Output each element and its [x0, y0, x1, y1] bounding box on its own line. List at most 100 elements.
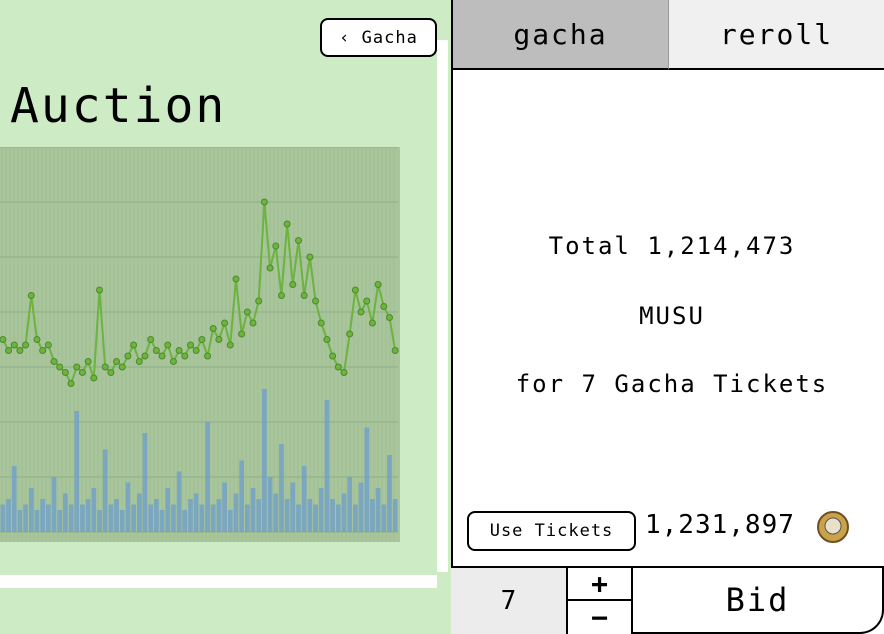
price-point	[221, 319, 229, 327]
price-point	[340, 369, 348, 376]
price-point	[277, 292, 285, 299]
volume-bar	[131, 504, 136, 532]
price-point	[215, 336, 223, 343]
price-point	[169, 358, 177, 365]
volume-bar	[125, 482, 131, 532]
panel-title: Auction	[10, 78, 227, 134]
volume-bar	[233, 493, 239, 532]
summary-text: for 7 Gacha Tickets	[515, 370, 829, 398]
price-point	[181, 352, 189, 360]
price-point	[266, 264, 274, 272]
price-point	[135, 358, 143, 365]
decrement-button[interactable]: −	[566, 601, 633, 634]
volume-bar	[142, 433, 148, 532]
volume-bar	[17, 510, 23, 532]
volume-bar	[102, 449, 108, 532]
volume-bar	[159, 510, 165, 532]
bid-button[interactable]: Bid	[633, 568, 884, 634]
volume-bar	[330, 499, 335, 532]
price-point	[50, 358, 58, 365]
tab[interactable]: reroll	[668, 0, 884, 70]
volume-bar	[324, 400, 330, 532]
price-point	[175, 347, 183, 354]
price-point	[357, 308, 365, 316]
coin-icon	[817, 511, 849, 543]
volume-bar	[80, 504, 85, 532]
volume-bar	[28, 488, 34, 532]
volume-bar	[165, 488, 171, 532]
volume-bar	[358, 482, 364, 532]
volume-bar	[210, 504, 216, 532]
volume-bar	[227, 510, 233, 532]
price-point	[107, 369, 115, 376]
volume-bar	[68, 504, 74, 532]
price-point	[78, 369, 86, 376]
price-point	[27, 292, 35, 299]
use-tickets-button[interactable]: Use Tickets	[467, 511, 636, 551]
price-point	[10, 341, 18, 349]
price-point	[152, 347, 160, 354]
price-point	[312, 297, 320, 305]
price-point	[380, 303, 388, 310]
volume-bar	[57, 510, 63, 532]
volume-bar	[290, 482, 296, 532]
price-point	[306, 253, 314, 261]
volume-bar	[341, 493, 347, 532]
price-point	[226, 341, 234, 349]
volume-bar	[381, 504, 387, 532]
price-point	[238, 330, 246, 338]
price-point	[5, 347, 13, 354]
volume-bar	[45, 504, 51, 532]
price-point	[323, 336, 331, 343]
volume-bar	[250, 488, 256, 532]
quantity: 7	[451, 568, 566, 634]
price-point	[391, 347, 399, 354]
summary-text: Total 1,214,473	[548, 232, 796, 260]
volume-bar	[216, 499, 222, 532]
price-point	[346, 330, 354, 338]
volume-bar	[91, 488, 97, 532]
vertical-scrollbar[interactable]	[437, 40, 448, 572]
price-point	[113, 358, 121, 365]
tab[interactable]: gacha	[451, 0, 668, 70]
volume-bar	[370, 499, 375, 532]
volume-bar	[392, 499, 398, 532]
volume-bar	[23, 504, 28, 532]
volume-bar	[307, 499, 313, 532]
price-point	[260, 198, 268, 206]
volume-bar	[375, 488, 381, 532]
increment-button[interactable]: +	[566, 567, 633, 601]
volume-bar	[364, 427, 370, 532]
volume-bar	[256, 499, 262, 532]
price-point	[22, 341, 30, 349]
price-point	[39, 347, 47, 354]
price-point	[73, 363, 81, 371]
volume-bar	[284, 499, 290, 532]
volume-bar	[353, 504, 358, 532]
price-point	[0, 336, 7, 343]
horizontal-scrollbar[interactable]	[0, 575, 437, 588]
volume-bar	[296, 504, 301, 532]
balance: 1,231,897	[645, 510, 795, 540]
price-point	[90, 374, 98, 382]
volume-bar	[273, 493, 279, 532]
price-point	[351, 286, 359, 294]
price-point	[204, 352, 212, 360]
price-point	[283, 220, 291, 228]
price-point	[61, 369, 69, 376]
back-button[interactable]: ‹ Gacha	[320, 18, 437, 57]
volume-bar	[387, 455, 392, 532]
volume-bar	[262, 389, 267, 532]
volume-bar	[74, 411, 80, 532]
volume-bar	[239, 460, 244, 532]
volume-bar	[11, 466, 17, 532]
price-point	[164, 341, 172, 349]
price-point	[67, 380, 75, 387]
volume-bar	[114, 499, 119, 532]
volume-bar	[244, 504, 250, 532]
volume-bar	[34, 510, 40, 532]
price-chart	[0, 147, 400, 542]
price-point	[44, 341, 52, 349]
volume-bar	[313, 504, 318, 532]
